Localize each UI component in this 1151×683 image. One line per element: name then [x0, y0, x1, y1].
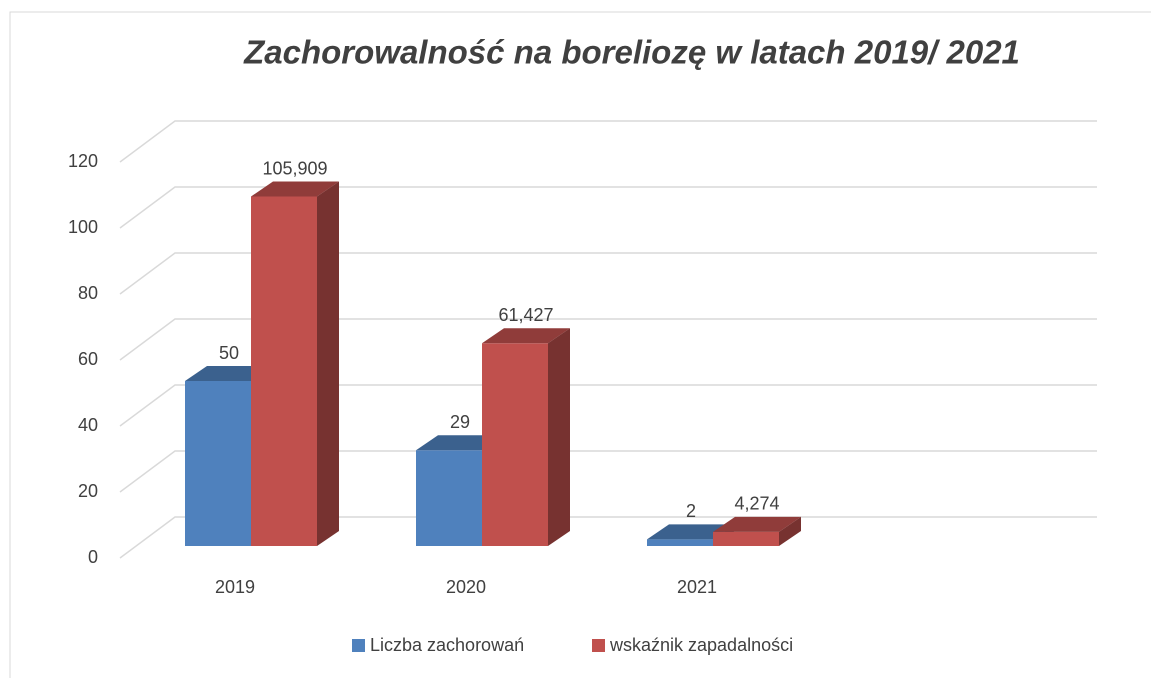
y-tick-label: 40: [78, 415, 98, 435]
data-label: 50: [219, 343, 239, 363]
data-label: 4,274: [734, 494, 779, 514]
bar: [251, 181, 339, 546]
bar-top: [251, 181, 339, 197]
y-tick-label: 60: [78, 349, 98, 369]
data-label: 105,909: [262, 158, 327, 178]
bar-front: [251, 196, 317, 546]
y-tick-label: 20: [78, 481, 98, 501]
bars: [185, 181, 801, 546]
x-tick-label: 2020: [446, 577, 486, 597]
bar-side: [548, 328, 570, 546]
bar-front: [185, 381, 251, 546]
bar-top: [482, 328, 570, 344]
grid-line: [119, 252, 1097, 295]
bar: [482, 328, 570, 546]
grid-line: [119, 450, 1097, 493]
grid-line: [119, 384, 1097, 427]
data-label: 29: [450, 412, 470, 432]
bar-front: [647, 539, 713, 546]
bar-front: [713, 531, 779, 546]
y-tick-label: 0: [88, 547, 98, 567]
grid: [119, 120, 1097, 559]
y-tick-label: 80: [78, 283, 98, 303]
chart-title: Zachorowalność na boreliozę w latach 201…: [243, 34, 1020, 71]
legend-swatch: [352, 639, 365, 652]
bar: [713, 516, 801, 546]
data-label: 61,427: [498, 305, 553, 325]
data-label: 2: [686, 501, 696, 521]
grid-line: [119, 186, 1097, 229]
bar-front: [482, 343, 548, 546]
bar-side: [317, 181, 339, 546]
legend-swatch: [592, 639, 605, 652]
grid-line: [119, 318, 1097, 361]
bar-top: [713, 516, 801, 532]
y-tick-label: 120: [68, 151, 98, 171]
chart-border: [9, 11, 1151, 678]
y-tick-label: 100: [68, 217, 98, 237]
grid-line: [119, 120, 1097, 163]
bar-side: [779, 516, 801, 546]
legend-label: Liczba zachorowań: [370, 635, 524, 655]
legend-label: wskaźnik zapadalności: [609, 635, 793, 655]
x-tick-label: 2019: [215, 577, 255, 597]
x-tick-label: 2021: [677, 577, 717, 597]
bar-front: [416, 450, 482, 546]
